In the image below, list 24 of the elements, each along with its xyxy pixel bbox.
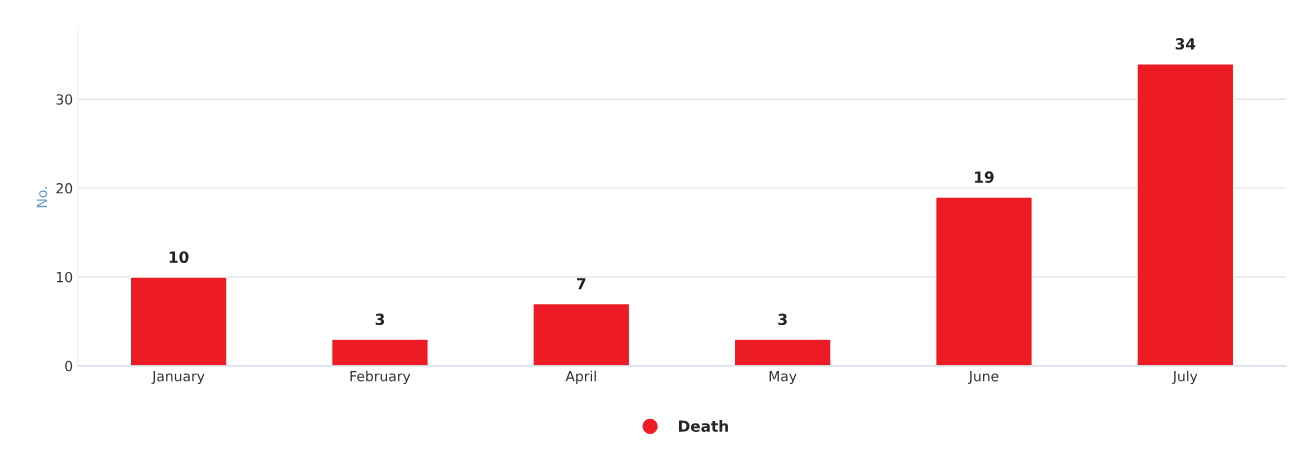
- bar: [129, 276, 228, 366]
- y-axis-title: No.: [36, 186, 48, 208]
- y-tick-label: 0: [65, 360, 73, 372]
- data-label: 34: [1175, 38, 1196, 50]
- bar: [733, 338, 832, 366]
- x-tick-label: February: [350, 370, 411, 385]
- data-label: 3: [375, 313, 385, 326]
- bar: [330, 338, 429, 366]
- data-label: 19: [975, 171, 994, 183]
- bar: [1136, 62, 1235, 366]
- data-label: 7: [577, 278, 586, 290]
- x-tick-label: June: [968, 371, 999, 385]
- legend-label: Death: [679, 420, 728, 432]
- x-tick-label: July: [1172, 370, 1198, 385]
- bar: [934, 196, 1034, 366]
- data-label: 3: [778, 313, 787, 326]
- y-tick-label: 30: [56, 94, 73, 105]
- y-tick-label: 10: [56, 271, 73, 283]
- y-tick-label: 20: [56, 183, 73, 194]
- x-tick-label: April: [565, 370, 596, 385]
- data-label: 10: [169, 251, 189, 263]
- bar: [532, 302, 631, 366]
- x-tick-label: January: [151, 371, 205, 385]
- x-tick-label: May: [769, 371, 797, 385]
